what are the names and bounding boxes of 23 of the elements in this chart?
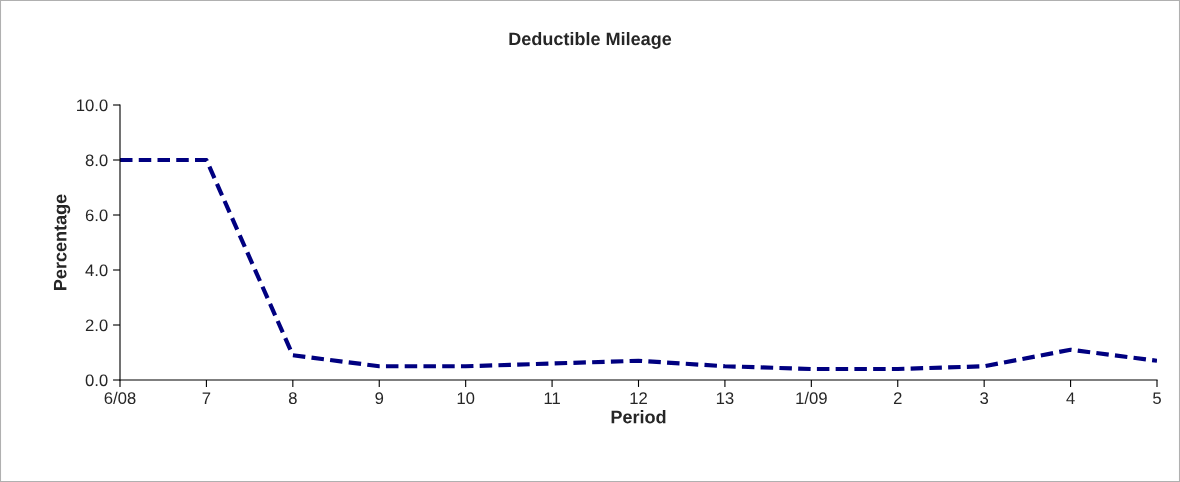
- x-tick-label: 1/09: [796, 391, 827, 405]
- y-tick-label: 0.0: [85, 374, 108, 387]
- x-tick-label: 5: [1153, 392, 1161, 405]
- x-tick-label: 8: [288, 392, 297, 405]
- x-tick-label: 7: [202, 392, 211, 404]
- y-tick-label: 6.0: [85, 209, 108, 222]
- x-axis-title: Period: [611, 410, 666, 424]
- x-tick-label: 4: [1066, 392, 1075, 404]
- x-tick-label: 13: [716, 392, 734, 405]
- x-tick-label: 11: [544, 392, 560, 404]
- x-tick-label: 2: [893, 392, 902, 404]
- y-tick-label: 10.0: [77, 99, 108, 112]
- y-tick-label: 2.0: [85, 319, 108, 332]
- x-tick-label: 9: [375, 392, 384, 405]
- x-tick-label: 10: [457, 392, 475, 405]
- y-tick-label: 8.0: [85, 154, 108, 167]
- line-series: [120, 157, 1157, 372]
- x-tick-label: 6/08: [104, 391, 136, 405]
- y-axis-title: Percentage: [53, 194, 71, 290]
- y-tick-label: 4.0: [85, 264, 108, 277]
- x-tick-label: 3: [980, 392, 989, 405]
- chart-title: Deductible Mileage: [509, 32, 672, 49]
- x-tick-label: 12: [630, 392, 647, 404]
